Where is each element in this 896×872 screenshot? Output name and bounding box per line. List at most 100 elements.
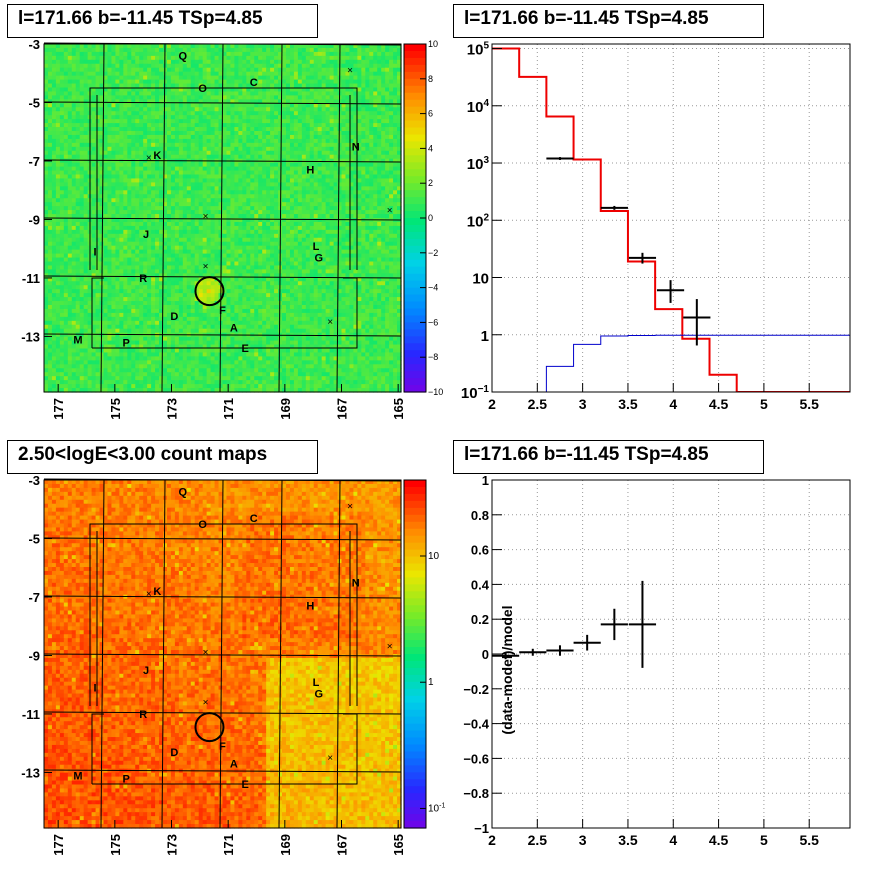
x-tick-label: 4 [669,832,677,848]
map-gridline-b [43,217,402,221]
y-tick-label: -13 [21,329,40,344]
y-tick-label: 105 [467,41,490,59]
x-tick-label: 3.5 [618,396,638,412]
source-label: R [139,273,147,285]
source-label: P [122,337,129,349]
data-point [656,280,685,303]
map-gridline-b [43,595,402,599]
colorbar-step [404,821,426,829]
count-map-panel: Q O C N K H I J L G R F D A M P E × × × × × × -3 -5 -7 -9 -11 -13 177… [0,436,448,872]
y-tick-label: 0.6 [471,543,489,558]
colorbar-step [404,357,426,365]
source-marker: × [146,153,152,164]
x-tick-label: 3 [579,396,587,412]
colorbar-tick-label: 10-1 [428,802,445,814]
ratio-point [628,580,657,668]
y-tick-label: 103 [467,155,490,173]
data-point [546,157,574,160]
roi-box-outer [89,87,358,270]
x-tick-label: 2 [488,832,496,848]
colorbar-step [404,113,426,122]
roi-circle [194,276,225,307]
colorbar-step [404,301,426,310]
spectrum-panel-title: l=171.66 b=-11.45 TSp=4.85 [453,4,764,38]
map-gridline-l [219,43,224,393]
colorbar-step [404,723,426,732]
source-label: G [315,688,324,700]
data-point [628,252,657,264]
colorbar-step [404,612,426,620]
roi-box-lower-left [91,713,104,784]
source-label: E [241,779,248,791]
colorbar-step [404,44,426,52]
y-axis-label: (data-model)/model [499,605,515,734]
map-frame [43,479,402,829]
source-marker: × [387,642,393,653]
y-tick-label: −1 [474,821,489,836]
map-gridline-l [219,479,224,829]
y-tick-label: -11 [22,271,40,286]
colorbar-step [404,779,426,787]
map-gridline-l [100,43,105,393]
colorbar-step [404,688,426,697]
data-point [683,299,711,346]
source-marker: × [387,206,393,217]
source-label: M [73,770,82,782]
colorbar-step [404,218,426,226]
spectrum-frame [491,43,851,393]
colorbar-step [404,549,426,558]
colorbar-step [404,570,426,579]
source-label: C [250,77,258,89]
colorbar-step [404,674,426,683]
colorbar-step [404,155,426,163]
colorbar-step [404,120,426,129]
colorbar-step [404,695,426,704]
source-label: D [170,747,178,759]
colorbar-tick-label: −4 [428,283,438,293]
colorbar-tick-label: 8 [428,74,433,84]
y-tick-label: −0.2 [463,682,489,697]
colorbar-tick-label: −6 [428,317,438,327]
source-label: O [198,83,207,95]
colorbar-step [404,204,426,212]
colorbar-step [404,57,426,66]
y-tick-label: -11 [22,707,40,722]
source-label: K [153,150,161,162]
source-label: L [313,241,320,253]
colorbar-tick-label: 6 [428,109,433,119]
x-tick-label: 167 [335,834,350,856]
x-tick-label: 173 [165,834,180,856]
map-gridline-l [278,479,283,829]
colorbar-step [404,681,426,690]
source-label: E [241,343,248,355]
source-label: N [352,141,360,153]
y-tick-label: 102 [467,212,490,230]
colorbar-step [404,252,426,261]
colorbar-step [404,183,426,191]
source-label: R [139,709,147,721]
source-label: J [143,665,149,677]
colorbar-step [404,542,426,551]
y-tick-label: 104 [467,98,490,116]
colorbar-step [404,744,426,753]
source-marker: × [146,589,152,600]
source-label: H [306,601,314,613]
colorbar-step [404,480,426,488]
colorbar-step [404,169,426,177]
map-gridline-l [100,479,105,829]
colorbar-step [404,322,426,330]
source-label: Q [179,487,188,499]
ratio-point [546,645,574,656]
colorbar-step [404,716,426,725]
colorbar-step [404,211,426,219]
residual-map-panel: Q O C N K H I J L G R F D A M P E × × × × × × -3 -5 -7 -9 -11 -13 177… [0,0,448,436]
roi-box-outer [89,523,358,706]
colorbar-tick-label: 4 [428,143,433,153]
spectrum-panel: 2 2.5 3 3.5 4 4.5 5 5.5 105 104 103 102 10 1 10−1 [448,0,896,436]
colorbar-step [404,507,426,516]
colorbar-tick-label: 2 [428,178,433,188]
data-point [600,205,628,210]
colorbar-step [404,176,426,184]
map-gridline-b [43,769,402,773]
x-tick-label: 177 [51,398,66,420]
